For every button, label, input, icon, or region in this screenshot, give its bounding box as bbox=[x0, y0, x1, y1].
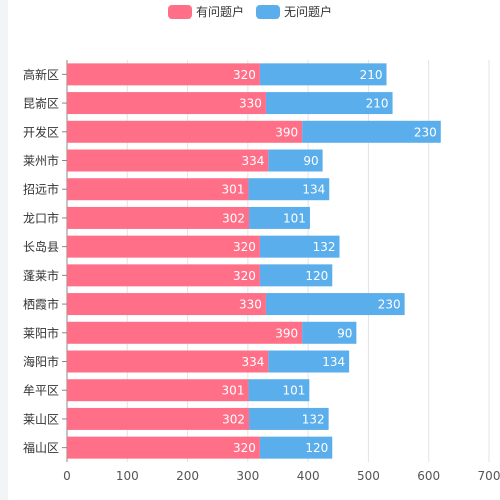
bar-segment bbox=[67, 436, 260, 459]
bar-segment bbox=[248, 178, 330, 201]
data-label: 301 bbox=[222, 183, 245, 197]
bar-segment bbox=[268, 149, 323, 172]
bar-segment bbox=[259, 235, 340, 258]
data-label: 210 bbox=[360, 68, 383, 82]
data-label: 132 bbox=[313, 240, 336, 254]
x-tick-label: 0 bbox=[63, 469, 71, 483]
x-tick-label: 600 bbox=[417, 469, 440, 483]
x-tick-label: 100 bbox=[116, 469, 139, 483]
bar-segment bbox=[265, 92, 393, 115]
bar-segment bbox=[265, 293, 405, 316]
data-label: 320 bbox=[233, 441, 256, 455]
data-label: 390 bbox=[275, 125, 298, 139]
data-label: 120 bbox=[305, 441, 328, 455]
data-label: 101 bbox=[282, 384, 305, 398]
bar-segment bbox=[67, 63, 260, 86]
bar-segment bbox=[67, 92, 266, 115]
data-label: 390 bbox=[275, 326, 298, 340]
bar-segment bbox=[249, 407, 329, 430]
legend-item-problem[interactable]: 有问题户 bbox=[167, 3, 244, 20]
data-label: 134 bbox=[322, 355, 345, 369]
data-label: 302 bbox=[222, 211, 245, 225]
bar-segment bbox=[249, 206, 310, 229]
data-label: 120 bbox=[305, 269, 328, 283]
data-label: 301 bbox=[222, 384, 245, 398]
bar-segment bbox=[67, 178, 249, 201]
y-tick-label: 莱山区 bbox=[23, 412, 59, 426]
bar-segment bbox=[67, 206, 250, 229]
bar-segment bbox=[259, 264, 333, 287]
y-tick-label: 莱州市 bbox=[23, 153, 59, 168]
bar-segment bbox=[67, 321, 303, 344]
bar-segment bbox=[67, 264, 260, 287]
y-tick-label: 昆嵛区 bbox=[23, 97, 59, 111]
x-tick-label: 700 bbox=[478, 469, 500, 483]
bar-segment bbox=[67, 149, 269, 172]
data-label: 230 bbox=[414, 125, 437, 139]
data-label: 210 bbox=[366, 97, 389, 111]
bar-segment bbox=[67, 379, 249, 402]
x-tick-label: 300 bbox=[236, 469, 259, 483]
bar-segment bbox=[302, 321, 357, 344]
bar-segment bbox=[67, 235, 260, 258]
y-tick-label: 长岛县 bbox=[23, 239, 59, 254]
data-label: 302 bbox=[222, 412, 245, 426]
data-label: 132 bbox=[302, 412, 325, 426]
bar-segment bbox=[67, 293, 266, 316]
y-tick-label: 栖霞市 bbox=[23, 297, 59, 312]
data-label: 90 bbox=[337, 326, 352, 340]
y-tick-label: 招远市 bbox=[23, 182, 59, 197]
data-label: 334 bbox=[241, 154, 264, 168]
data-label: 330 bbox=[239, 97, 262, 111]
bar-segment bbox=[67, 407, 250, 430]
data-label: 230 bbox=[378, 298, 401, 312]
left-edge-strip bbox=[0, 0, 8, 500]
data-label: 320 bbox=[233, 269, 256, 283]
bar-segment bbox=[67, 120, 303, 143]
data-label: 320 bbox=[233, 68, 256, 82]
bar-segment bbox=[67, 350, 269, 373]
bar-segment bbox=[259, 63, 387, 86]
y-tick-label: 莱阳市 bbox=[23, 325, 59, 340]
y-tick-label: 开发区 bbox=[23, 124, 59, 139]
legend-swatch-no-problem bbox=[256, 4, 280, 19]
y-tick-label: 高新区 bbox=[23, 67, 59, 82]
bar-segment bbox=[302, 120, 441, 143]
y-tick-label: 福山区 bbox=[23, 440, 59, 455]
legend-item-no-problem[interactable]: 无问题户 bbox=[256, 3, 332, 20]
data-label: 334 bbox=[241, 355, 264, 369]
data-label: 101 bbox=[283, 211, 306, 225]
bar-segment bbox=[248, 379, 310, 402]
chart-legend: 有问题户 无问题户 bbox=[0, 3, 500, 20]
y-tick-label: 海阳市 bbox=[23, 354, 59, 369]
y-tick-label: 蓬莱市 bbox=[23, 268, 59, 283]
data-label: 320 bbox=[233, 240, 256, 254]
data-label: 134 bbox=[302, 183, 325, 197]
bar-segment bbox=[259, 436, 333, 459]
y-tick-label: 龙口市 bbox=[23, 210, 59, 225]
data-label: 330 bbox=[239, 298, 262, 312]
data-label: 90 bbox=[303, 154, 318, 168]
legend-swatch-problem bbox=[167, 4, 192, 19]
x-tick-label: 400 bbox=[297, 469, 320, 483]
x-tick-label: 500 bbox=[357, 469, 380, 483]
legend-label-problem: 有问题户 bbox=[195, 5, 244, 19]
bar-segment bbox=[268, 350, 350, 373]
y-tick-label: 牟平区 bbox=[23, 383, 59, 398]
x-tick-label: 200 bbox=[176, 469, 199, 483]
legend-label-no-problem: 无问题户 bbox=[284, 5, 333, 19]
